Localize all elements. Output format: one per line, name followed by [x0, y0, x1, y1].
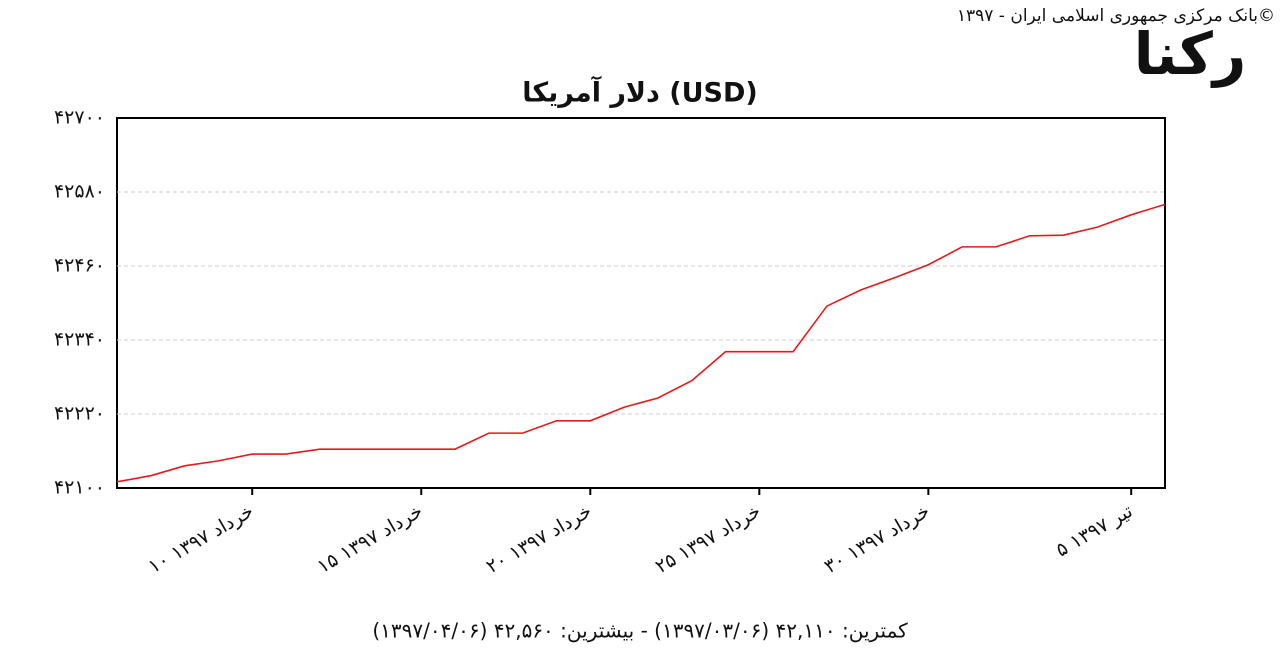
x-tick-label: ۲۵ خرداد ۱۳۹۷ — [652, 500, 765, 578]
data-line — [116, 203, 1166, 483]
x-tick-label: ۱۵ خرداد ۱۳۹۷ — [314, 500, 427, 578]
x-tick-label: ۱۰ خرداد ۱۳۹۷ — [145, 500, 258, 578]
y-tick-label: ۴۲۱۰۰ — [54, 477, 105, 499]
y-tick-label: ۴۲۴۶۰ — [54, 255, 105, 277]
source: بانک مرکزی جمهوری اسلامی ایران - ۱۳۹۷© — [957, 6, 1275, 26]
y-tick-label: ۴۲۳۴۰ — [54, 329, 105, 351]
y-tick-label: ۴۲۷۰۰ — [54, 107, 105, 129]
y-tick-label: ۴۲۵۸۰ — [54, 181, 105, 203]
x-tick-label: ۲۰ خرداد ۱۳۹۷ — [483, 500, 596, 578]
y-tick-label: ۴۲۲۲۰ — [54, 403, 105, 425]
logo: رکنا — [1134, 20, 1247, 88]
plot-frame — [116, 117, 1166, 489]
x-tick-label: ۳۰ خرداد ۱۳۹۷ — [821, 500, 934, 578]
summary: کمترین: ۴۲,۱۱۰ (۱۳۹۷/۰۳/۰۶) - بیشترین: ۴… — [372, 619, 908, 643]
x-tick-label: ۵ تیر ۱۳۹۷ — [1052, 500, 1136, 561]
chart-title: دلار آمریکا (USD) — [522, 76, 758, 109]
